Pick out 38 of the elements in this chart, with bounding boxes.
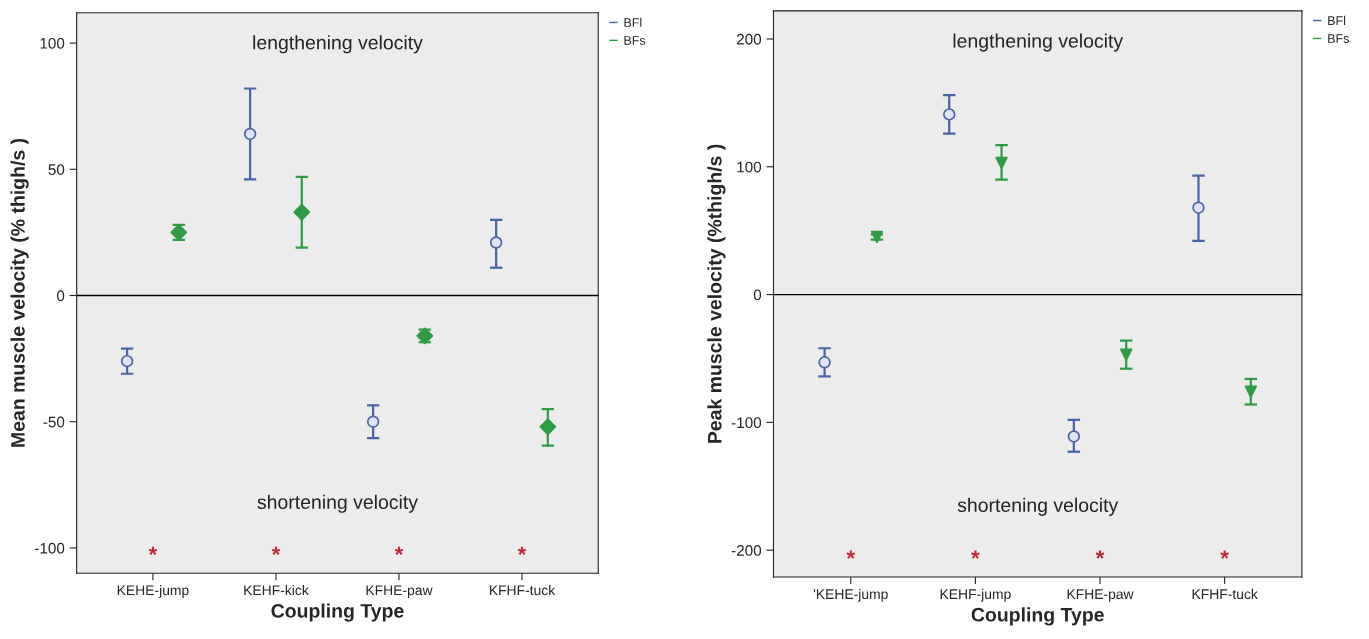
x-tick-label: KFHE-paw: [1067, 589, 1134, 602]
x-tick-label: KEHF-jump: [940, 588, 1011, 602]
x-tick-label: KEHE-jump: [117, 584, 189, 598]
annotation: *: [1095, 550, 1105, 559]
x-tick-label: KFHF-tuck: [1192, 588, 1258, 600]
y-axis-title: Peak muscle velocity (%thigh/s ): [707, 144, 726, 443]
y-tick-label: 200: [736, 33, 762, 45]
annotation: *: [394, 546, 404, 556]
y-tick-label: -200: [731, 545, 762, 556]
annotation: shortening velocity: [957, 497, 1119, 516]
x-tick-label: KEHF-kick: [244, 584, 309, 596]
x-axis-title: Coupling Type: [271, 603, 404, 622]
legend-label: BFl: [1328, 15, 1346, 25]
annotation: *: [1220, 550, 1229, 559]
annotation: lengthening velocity: [253, 35, 423, 54]
y-tick-label: -100: [34, 542, 65, 554]
x-axis-title: Coupling Type: [971, 607, 1104, 626]
legend-label: BFs: [1328, 34, 1349, 43]
annotation: *: [271, 546, 281, 556]
y-tick-label: 50: [48, 164, 65, 175]
annotation: *: [846, 550, 856, 559]
annotation: *: [517, 546, 527, 556]
y-tick-label: 100: [737, 161, 762, 173]
annotation: *: [971, 550, 980, 559]
annotation: *: [148, 546, 158, 556]
legend-label: BFs: [624, 36, 646, 45]
y-tick-label: -100: [731, 417, 762, 429]
y-tick-label: -50: [43, 416, 65, 428]
annotation: lengthening velocity: [953, 33, 1124, 52]
x-tick-label: KFHE-paw: [366, 585, 433, 598]
annotation: shortening velocity: [257, 494, 418, 513]
y-axis-title: Mean muscle velocity (% thigh/s ): [10, 138, 29, 447]
y-tick-label: 0: [753, 289, 762, 301]
y-tick-label: 100: [40, 37, 65, 49]
y-tick-label: 0: [56, 290, 65, 302]
x-tick-label: KFHF-tuck: [489, 584, 556, 596]
x-tick-label: 'KEHE-jump: [813, 588, 888, 602]
legend-label: BFl: [624, 17, 642, 27]
